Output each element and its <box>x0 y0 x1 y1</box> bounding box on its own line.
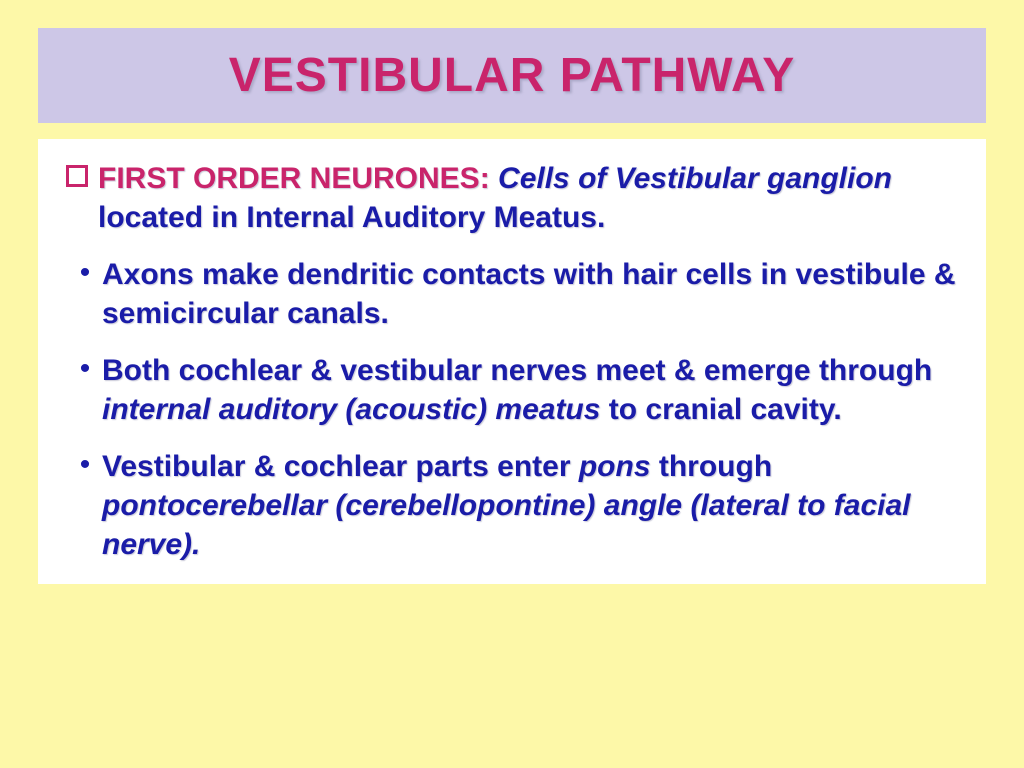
square-bullet-icon <box>66 165 88 187</box>
text-run: pons <box>579 450 659 483</box>
slide-title: VESTIBULAR PATHWAY <box>48 48 976 103</box>
list-item-text: FIRST ORDER NEURONES: Cells of Vestibula… <box>98 159 958 237</box>
list-item: •Vestibular & cochlear parts enter pons … <box>66 447 958 564</box>
list-item: FIRST ORDER NEURONES: Cells of Vestibula… <box>66 159 958 237</box>
text-run: FIRST ORDER NEURONES: <box>98 162 498 195</box>
text-run: Vestibular & cochlear parts enter <box>102 450 579 483</box>
text-run: Cells of Vestibular ganglion <box>498 162 892 195</box>
text-run: to cranial cavity. <box>609 393 842 426</box>
list-item-text: Axons make dendritic contacts with hair … <box>102 255 958 333</box>
dot-bullet-icon: • <box>70 255 100 291</box>
text-run: Axons make dendritic contacts with hair … <box>102 258 956 330</box>
text-run: internal auditory (acoustic) meatus <box>102 393 609 426</box>
text-run: Both cochlear & vestibular nerves meet &… <box>102 354 932 387</box>
list-item-text: Vestibular & cochlear parts enter pons t… <box>102 447 958 564</box>
text-run: located in Internal Auditory Meatus. <box>98 201 605 234</box>
list-item: •Axons make dendritic contacts with hair… <box>66 255 958 333</box>
text-run: through <box>659 450 772 483</box>
dot-bullet-icon: • <box>70 351 100 387</box>
text-run: pontocerebellar (cerebellopontine) angle… <box>102 489 911 561</box>
list-item-text: Both cochlear & vestibular nerves meet &… <box>102 351 958 429</box>
content-box: FIRST ORDER NEURONES: Cells of Vestibula… <box>38 139 986 584</box>
list-item: •Both cochlear & vestibular nerves meet … <box>66 351 958 429</box>
dot-bullet-icon: • <box>70 447 100 483</box>
title-bar: VESTIBULAR PATHWAY <box>38 28 986 123</box>
